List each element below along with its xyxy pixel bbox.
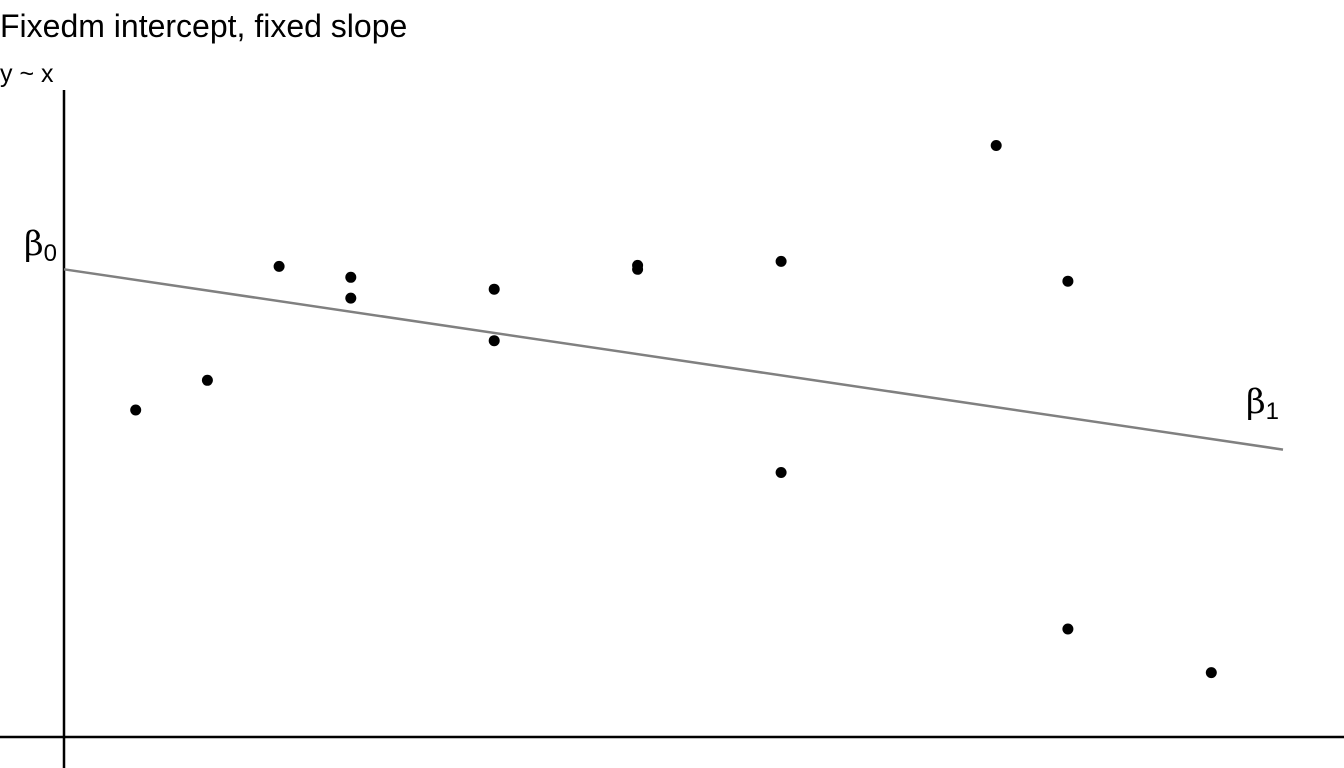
beta0-subscript: 0 — [44, 240, 57, 267]
beta1-subscript: 1 — [1266, 398, 1279, 425]
data-point-9 — [632, 263, 644, 275]
beta0-symbol: β — [24, 224, 44, 264]
data-point-10 — [775, 255, 787, 267]
fit-line — [63, 268, 1284, 451]
data-point-3 — [273, 260, 285, 272]
data-point-14 — [1062, 623, 1074, 635]
data-point-2 — [201, 374, 213, 386]
beta1-label: β1 — [1246, 382, 1279, 425]
data-point-6 — [488, 283, 500, 295]
data-point-4 — [345, 271, 357, 283]
data-point-13 — [1062, 275, 1074, 287]
data-point-5 — [345, 292, 357, 304]
data-point-12 — [990, 140, 1002, 151]
chart-title: Fixedm intercept, fixed slope — [0, 8, 408, 44]
data-point-11 — [775, 467, 787, 478]
beta0-label: β0 — [24, 224, 57, 267]
data-point-7 — [488, 335, 500, 347]
data-points — [130, 140, 1217, 679]
chart-subtitle: y ~ x — [0, 60, 54, 88]
data-point-15 — [1205, 667, 1217, 679]
beta1-symbol: β — [1246, 382, 1266, 422]
data-point-1 — [130, 404, 142, 416]
